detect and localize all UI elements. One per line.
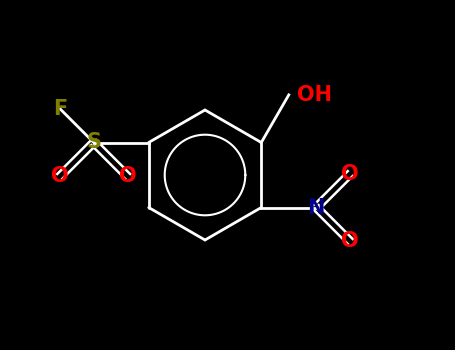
Text: S: S	[86, 133, 101, 153]
Text: OH: OH	[297, 85, 332, 105]
Text: N: N	[308, 197, 325, 217]
Text: O: O	[119, 167, 136, 187]
Text: O: O	[341, 231, 359, 251]
Text: O: O	[341, 163, 359, 183]
Text: F: F	[53, 99, 67, 119]
Text: O: O	[51, 167, 69, 187]
